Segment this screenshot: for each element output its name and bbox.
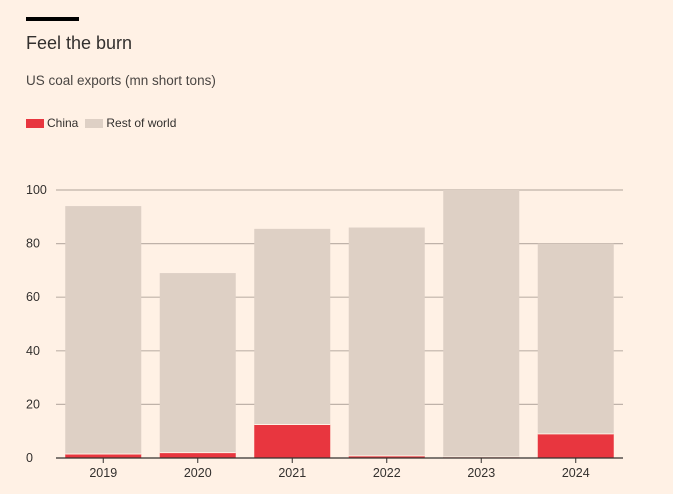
legend-item-china: China	[26, 116, 78, 130]
x-tick-label: 2022	[373, 466, 401, 480]
y-tick-label: 80	[26, 237, 40, 251]
bar-rest-of-world-2021	[254, 228, 331, 425]
y-tick-label: 100	[26, 183, 47, 197]
x-tick-label: 2024	[562, 466, 590, 480]
x-tick-label: 2020	[184, 466, 212, 480]
bar-china-2019	[65, 453, 142, 458]
y-tick-label: 60	[26, 290, 40, 304]
bar-rest-of-world-2019	[65, 206, 142, 454]
bar-rest-of-world-2024	[537, 243, 614, 434]
y-tick-label: 0	[26, 451, 33, 465]
bar-rest-of-world-2020	[159, 273, 236, 453]
x-tick-label: 2021	[278, 466, 306, 480]
bar-china-2024	[537, 433, 614, 458]
y-tick-label: 40	[26, 344, 40, 358]
bars	[65, 190, 614, 458]
x-tick-label: 2019	[89, 466, 117, 480]
legend-item-rest-of-world: Rest of world	[85, 116, 176, 130]
legend-label-rest-of-world: Rest of world	[106, 116, 177, 130]
y-tick-label: 20	[26, 397, 40, 411]
chart-subtitle: US coal exports (mn short tons)	[26, 73, 216, 88]
legend: China Rest of world	[26, 116, 183, 130]
gridlines	[56, 189, 623, 405]
bar-china-2022	[348, 455, 425, 458]
bar-china-2021	[254, 424, 331, 458]
x-tick-label: 2023	[467, 466, 495, 480]
bar-rest-of-world-2022	[348, 227, 425, 456]
title-accent-bar	[26, 17, 79, 21]
bar-china-2020	[159, 452, 236, 458]
legend-swatch-china	[26, 118, 44, 128]
legend-swatch-rest-of-world	[85, 118, 104, 128]
chart-title: Feel the burn	[26, 33, 133, 53]
axis: 0 20 40 60 80 100 2019 2020 2021 2022 2023 2024	[26, 183, 623, 480]
bar-rest-of-world-2023	[443, 190, 520, 457]
legend-label-china: China	[47, 116, 79, 130]
